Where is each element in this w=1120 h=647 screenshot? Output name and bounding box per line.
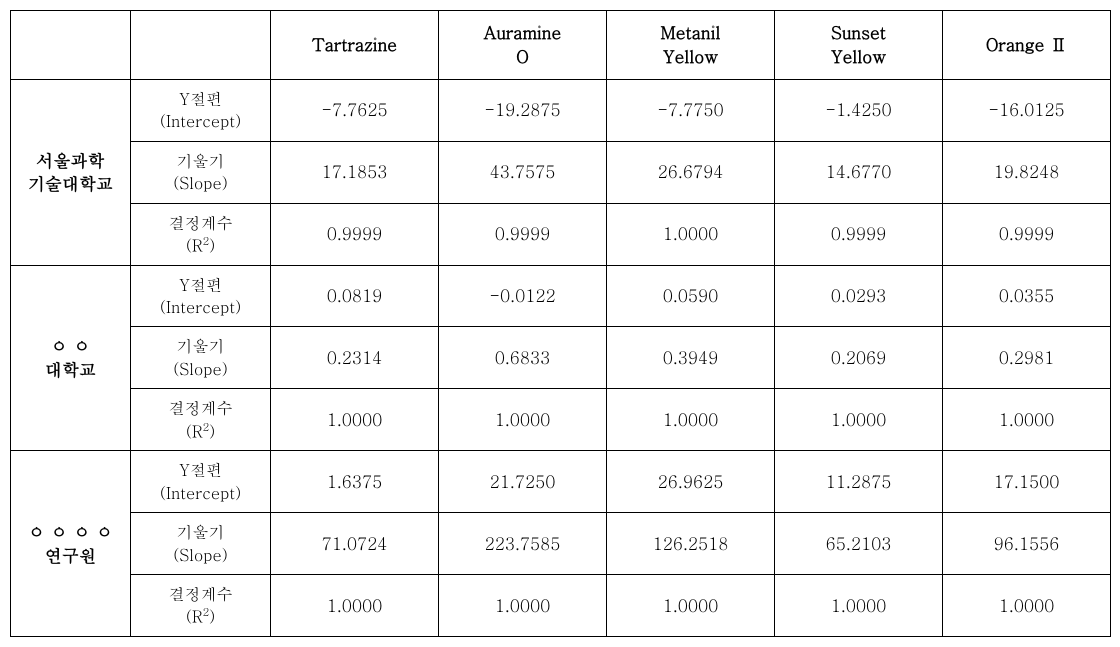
value-cell: 0.9999 — [943, 203, 1111, 265]
value-cell: 1.6375 — [271, 451, 439, 513]
header-tartrazine: Tartrazine — [271, 11, 439, 80]
value-cell: -0.0122 — [439, 265, 607, 327]
value-cell: 1.0000 — [607, 203, 775, 265]
table-row: 결정계수(R2)0.99990.99991.00000.99990.9999 — [11, 203, 1111, 265]
header-orange-ii: Orange Ⅱ — [943, 11, 1111, 80]
value-cell: 11.2875 — [775, 451, 943, 513]
value-cell: 17.1500 — [943, 451, 1111, 513]
value-cell: 0.9999 — [775, 203, 943, 265]
value-cell: 0.2314 — [271, 327, 439, 389]
header-text: AuramineO — [484, 20, 562, 68]
institution-cell: 서울과학기술대학교 — [11, 80, 131, 266]
value-cell: 26.6794 — [607, 141, 775, 203]
value-cell: 0.0819 — [271, 265, 439, 327]
value-cell: 0.6833 — [439, 327, 607, 389]
value-cell: 43.7575 — [439, 141, 607, 203]
value-cell: 0.2069 — [775, 327, 943, 389]
parameter-cell: 기울기(Slope) — [131, 141, 271, 203]
parameter-cell: Y절편(Intercept) — [131, 80, 271, 142]
value-cell: 1.0000 — [943, 389, 1111, 451]
value-cell: 1.0000 — [271, 389, 439, 451]
value-cell: 1.0000 — [775, 574, 943, 636]
value-cell: 21.7250 — [439, 451, 607, 513]
value-cell: -19.2875 — [439, 80, 607, 142]
value-cell: 0.3949 — [607, 327, 775, 389]
table-row: ㅇ ㅇ ㅇ ㅇ연구원Y절편(Intercept)1.637521.725026.… — [11, 451, 1111, 513]
value-cell: 0.9999 — [271, 203, 439, 265]
value-cell: 14.6770 — [775, 141, 943, 203]
table-row: ㅇ ㅇ대학교Y절편(Intercept)0.0819-0.01220.05900… — [11, 265, 1111, 327]
parameter-cell: 결정계수(R2) — [131, 389, 271, 451]
value-cell: 1.0000 — [271, 574, 439, 636]
value-cell: 1.0000 — [607, 389, 775, 451]
value-cell: 0.0293 — [775, 265, 943, 327]
value-cell: -7.7625 — [271, 80, 439, 142]
value-cell: 71.0724 — [271, 513, 439, 575]
header-text: MetanilYellow — [661, 20, 721, 68]
regression-parameters-table: Tartrazine AuramineO MetanilYellow Sunse… — [10, 10, 1111, 637]
parameter-cell: 기울기(Slope) — [131, 327, 271, 389]
header-sunset-yellow: SunsetYellow — [775, 11, 943, 80]
value-cell: 0.0355 — [943, 265, 1111, 327]
value-cell: -16.0125 — [943, 80, 1111, 142]
value-cell: 0.9999 — [439, 203, 607, 265]
table-header: Tartrazine AuramineO MetanilYellow Sunse… — [11, 11, 1111, 80]
value-cell: 1.0000 — [439, 574, 607, 636]
table-row: 기울기(Slope)71.0724223.7585126.251865.2103… — [11, 513, 1111, 575]
header-auramine-o: AuramineO — [439, 11, 607, 80]
table-row: 기울기(Slope)0.23140.68330.39490.20690.2981 — [11, 327, 1111, 389]
table-body: 서울과학기술대학교Y절편(Intercept)-7.7625-19.2875-7… — [11, 80, 1111, 637]
value-cell: 126.2518 — [607, 513, 775, 575]
value-cell: 0.0590 — [607, 265, 775, 327]
header-blank-1 — [11, 11, 131, 80]
parameter-cell: Y절편(Intercept) — [131, 451, 271, 513]
parameter-cell: 결정계수(R2) — [131, 203, 271, 265]
value-cell: -7.7750 — [607, 80, 775, 142]
value-cell: 1.0000 — [607, 574, 775, 636]
parameter-cell: Y절편(Intercept) — [131, 265, 271, 327]
header-blank-2 — [131, 11, 271, 80]
institution-cell: ㅇ ㅇ ㅇ ㅇ연구원 — [11, 451, 131, 637]
value-cell: 1.0000 — [439, 389, 607, 451]
value-cell: 26.9625 — [607, 451, 775, 513]
table-row: 결정계수(R2)1.00001.00001.00001.00001.0000 — [11, 389, 1111, 451]
value-cell: 0.2981 — [943, 327, 1111, 389]
table-row: 서울과학기술대학교Y절편(Intercept)-7.7625-19.2875-7… — [11, 80, 1111, 142]
header-text: SunsetYellow — [831, 20, 886, 68]
value-cell: 19.8248 — [943, 141, 1111, 203]
table-row: 기울기(Slope)17.185343.757526.679414.677019… — [11, 141, 1111, 203]
value-cell: -1.4250 — [775, 80, 943, 142]
value-cell: 96.1556 — [943, 513, 1111, 575]
value-cell: 223.7585 — [439, 513, 607, 575]
value-cell: 1.0000 — [775, 389, 943, 451]
header-metanil-yellow: MetanilYellow — [607, 11, 775, 80]
institution-cell: ㅇ ㅇ대학교 — [11, 265, 131, 451]
parameter-cell: 결정계수(R2) — [131, 574, 271, 636]
value-cell: 17.1853 — [271, 141, 439, 203]
parameter-cell: 기울기(Slope) — [131, 513, 271, 575]
value-cell: 65.2103 — [775, 513, 943, 575]
value-cell: 1.0000 — [943, 574, 1111, 636]
table-row: 결정계수(R2)1.00001.00001.00001.00001.0000 — [11, 574, 1111, 636]
